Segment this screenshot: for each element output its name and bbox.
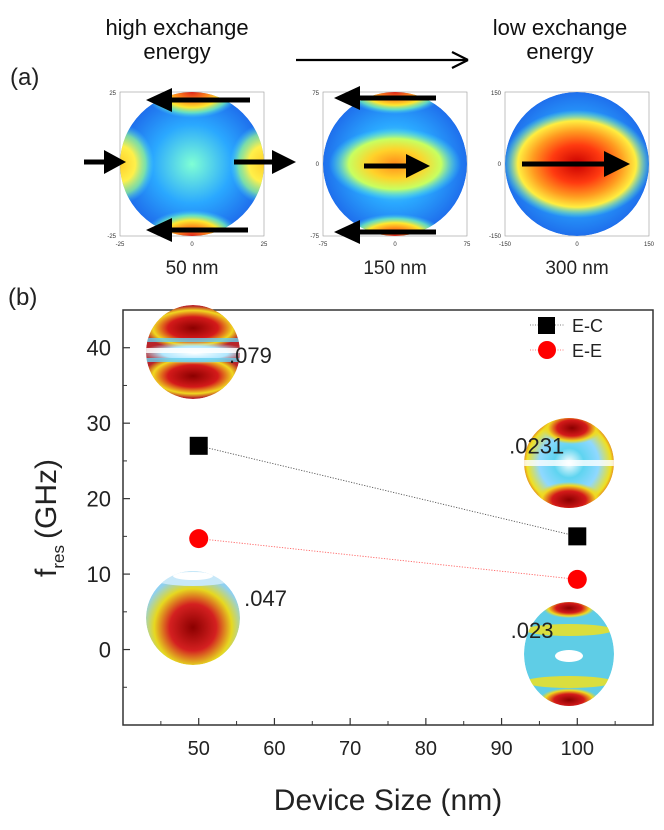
size-label-150nm: 150 nm [363, 258, 427, 279]
tick-label: 0 [316, 162, 320, 168]
panel-a-graphics: 25 0 -25 -25 0 25 75 0 -75 -75 0 75 [84, 51, 655, 248]
mode-sphere-ec-50nm [146, 305, 240, 399]
tick-label: -25 [116, 242, 125, 248]
spin-arrow-head [334, 86, 360, 110]
x-tick-label: 80 [415, 738, 437, 760]
low-exchange-title: low exchange energy [492, 15, 628, 64]
y-axis-label-main: f [30, 568, 63, 577]
tick-label: 0 [498, 162, 502, 168]
mode-value-annotation: .0231 [509, 433, 564, 458]
tick-label: 150 [491, 91, 502, 97]
y-tick-label: 30 [87, 411, 111, 436]
spin-arrow-head [406, 154, 430, 178]
panel-a-label: (a) [10, 64, 40, 91]
spin-arrow-head [334, 220, 360, 244]
y-axis-label-unit: (GHz) [30, 459, 63, 539]
panel-b-label: (b) [8, 284, 38, 311]
size-label-50nm: 50 nm [165, 258, 219, 279]
mode-map-300nm: 150 0 -150 -150 0 150 [489, 91, 655, 248]
data-point-e-e [189, 529, 209, 549]
series-line-e-c [198, 445, 578, 537]
legend: E-C E-E [530, 316, 603, 361]
size-label-300nm: 300 nm [545, 258, 609, 279]
mode-value-annotation: .047 [244, 586, 287, 611]
mode-map-150nm: 75 0 -75 -75 0 75 [310, 86, 471, 248]
legend-marker-ec [538, 317, 555, 334]
legend-label-ec: E-C [572, 316, 603, 336]
data-point-e-c [189, 436, 208, 455]
x-tick-label: 90 [490, 738, 512, 760]
tick-label: -75 [319, 242, 328, 248]
spin-arrow-head [146, 218, 172, 242]
y-tick-label: 40 [87, 336, 111, 361]
mode-value-annotation: .023 [511, 618, 554, 643]
tick-label: 25 [261, 242, 268, 248]
tick-label: -150 [489, 234, 502, 240]
mode-value-annotation: .079 [229, 343, 272, 368]
y-tick-label: 0 [99, 638, 111, 663]
x-tick-label: 100 [561, 738, 594, 760]
mode-map-50nm: 25 0 -25 -25 0 25 [84, 88, 296, 248]
tick-label: 0 [190, 242, 194, 248]
spin-arrow-head [104, 150, 126, 174]
spin-arrow-head [272, 150, 296, 174]
legend-marker-ee [538, 341, 556, 359]
tick-label: 0 [575, 242, 579, 248]
data-point-e-c [568, 527, 587, 546]
y-tick-label: 10 [87, 562, 111, 587]
y-axis-label-sub: res [49, 545, 68, 569]
frequency-chart: 50 60 70 80 90 100 0 10 20 30 40 [30, 305, 654, 817]
tick-label: 75 [312, 91, 319, 97]
tick-label: 25 [109, 91, 116, 97]
tick-label: 0 [393, 242, 397, 248]
tick-label: 75 [464, 242, 471, 248]
x-tick-label: 70 [339, 738, 361, 760]
mode-sphere-ee-50nm [146, 571, 240, 665]
exchange-arrow-head [451, 51, 469, 69]
tick-label: -75 [310, 234, 319, 240]
svg-text:fres(GHz): fres (GHz) [30, 459, 68, 577]
spin-arrow-head [146, 88, 172, 112]
x-axis-label: Device Size (nm) [274, 784, 502, 817]
tick-label: -25 [107, 234, 116, 240]
spin-arrow-head [604, 151, 630, 177]
high-exchange-title: high exchange energy [105, 15, 249, 64]
tick-label: 150 [644, 242, 655, 248]
y-axis-label: fres (GHz) [30, 459, 68, 577]
tick-label: -150 [499, 242, 512, 248]
x-tick-label: 60 [263, 738, 285, 760]
legend-label-ee: E-E [572, 341, 602, 361]
x-tick-label: 50 [188, 738, 210, 760]
mode-sphere-ee-100nm [524, 602, 614, 706]
y-tick-label: 20 [87, 487, 111, 512]
data-point-e-e [567, 569, 587, 589]
